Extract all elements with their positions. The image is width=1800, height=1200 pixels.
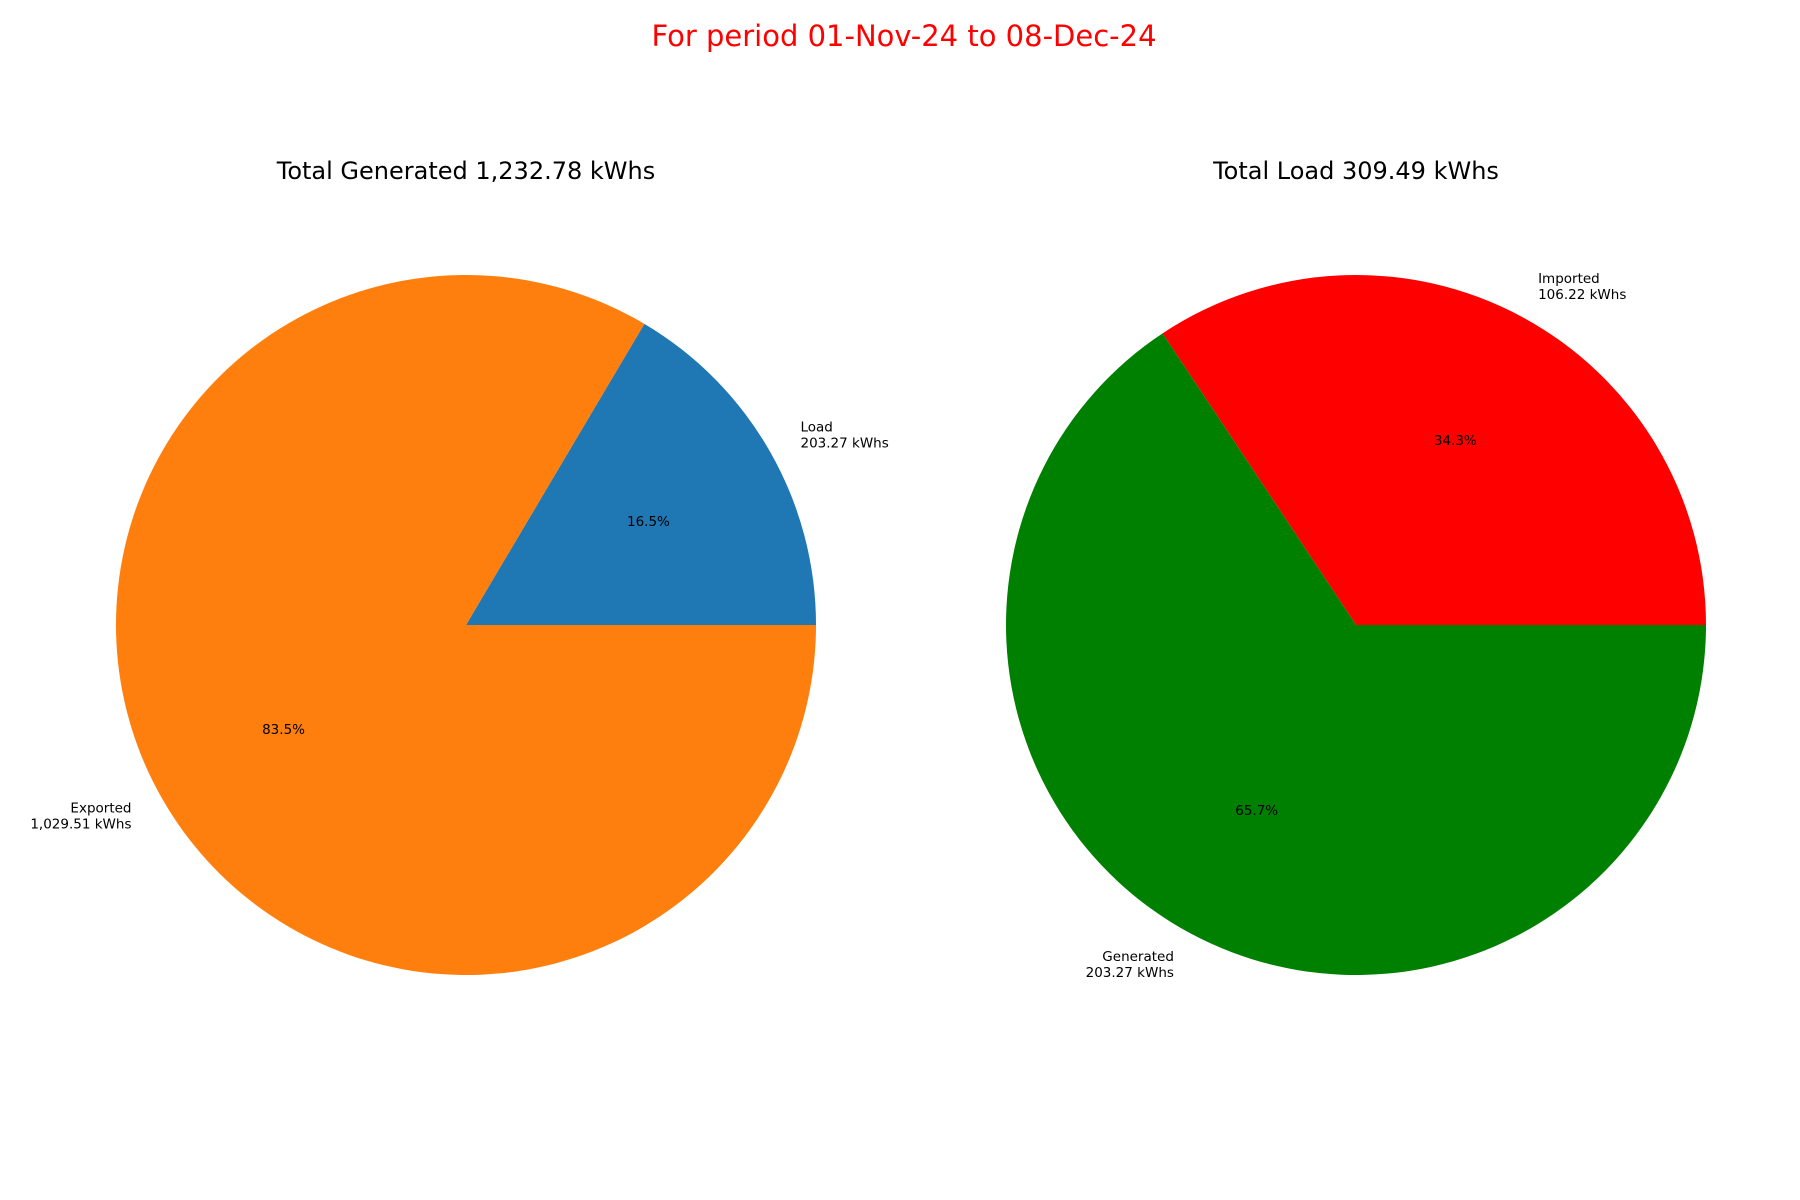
pie-slice-value: 106.22 kWhs — [1538, 287, 1626, 303]
pie-slice-name: Exported — [70, 801, 131, 817]
pie-slice-value: 1,029.51 kWhs — [30, 817, 131, 833]
pie-slice-percent: 16.5% — [627, 514, 670, 530]
pie-slice-name: Generated — [1102, 949, 1174, 965]
pie-slice-name: Imported — [1538, 271, 1600, 287]
pie-slice-percent: 34.3% — [1434, 433, 1477, 449]
pie-slice-label: Exported 1,029.51 kWhs — [30, 801, 131, 833]
pie-slice-value: 203.27 kWhs — [1086, 965, 1174, 981]
pie-slice-load — [466, 323, 816, 625]
pie-slice-label: Generated 203.27 kWhs — [1086, 949, 1174, 981]
pie-slice-percent: 83.5% — [262, 722, 305, 738]
pie-chart-load: Total Load 309.49 kWhs Imported 106.22 kW… — [1006, 157, 1706, 981]
pie-slice-imported — [1162, 275, 1706, 625]
figure-suptitle: For period 01-Nov-24 to 08-Dec-24 — [651, 19, 1156, 53]
pie-slice-generated — [1006, 333, 1706, 976]
pie-chart-title: Total Load 309.49 kWhs — [1212, 157, 1499, 185]
pie-slice-label: Load 203.27 kWhs — [800, 419, 888, 451]
pie-chart-generated: Total Generated 1,232.78 kWhs Load 203.27… — [30, 157, 889, 975]
pie-chart-title: Total Generated 1,232.78 kWhs — [276, 157, 655, 185]
pie-slice-value: 203.27 kWhs — [800, 435, 888, 451]
pie-slice-label: Imported 106.22 kWhs — [1538, 271, 1626, 303]
pie-slice-exported — [115, 275, 816, 975]
pie-slice-name: Load — [800, 419, 832, 435]
pie-slice-percent: 65.7% — [1235, 803, 1278, 819]
